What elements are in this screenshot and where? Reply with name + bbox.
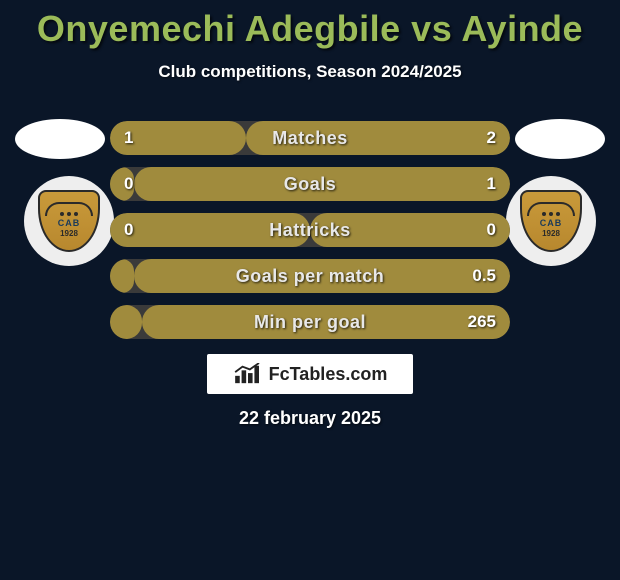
page-title: Onyemechi Adegbile vs Ayinde [0,0,620,50]
brand-text: FcTables.com [269,364,388,385]
club-abbr: CAB [540,218,563,228]
stat-label: Min per goal [110,305,510,339]
comparison-bars: Matches12Goals01Hattricks00Goals per mat… [110,121,510,351]
player-avatar-left [15,119,105,159]
stat-label: Hattricks [110,213,510,247]
stat-value-right: 0 [487,213,496,247]
stat-label: Goals per match [110,259,510,293]
club-badge-right: CAB 1928 [506,176,596,266]
stat-row: Goals per match0.5 [110,259,510,293]
subtitle: Club competitions, Season 2024/2025 [0,62,620,82]
brand-box: FcTables.com [205,352,415,396]
club-year: 1928 [542,229,560,238]
date-label: 22 february 2025 [0,408,620,429]
stat-row: Goals0 1 [110,167,510,201]
stat-value-right: 1 [487,167,496,201]
stat-row: Min per goal265 [110,305,510,339]
stat-row: Hattricks0 0 [110,213,510,247]
stat-row: Matches1 2 [110,121,510,155]
stat-value-right: 0.5 [472,259,496,293]
club-abbr: CAB [58,218,81,228]
bar-chart-icon [233,363,263,385]
club-badge-left: CAB 1928 [24,176,114,266]
stat-label: Matches [110,121,510,155]
stat-value-right: 2 [487,121,496,155]
stat-value-left: 1 [124,121,133,155]
stat-value-left: 0 [124,167,133,201]
club-year: 1928 [60,229,78,238]
player-avatar-right [515,119,605,159]
stat-value-right: 265 [468,305,496,339]
stat-value-left: 0 [124,213,133,247]
stat-label: Goals [110,167,510,201]
